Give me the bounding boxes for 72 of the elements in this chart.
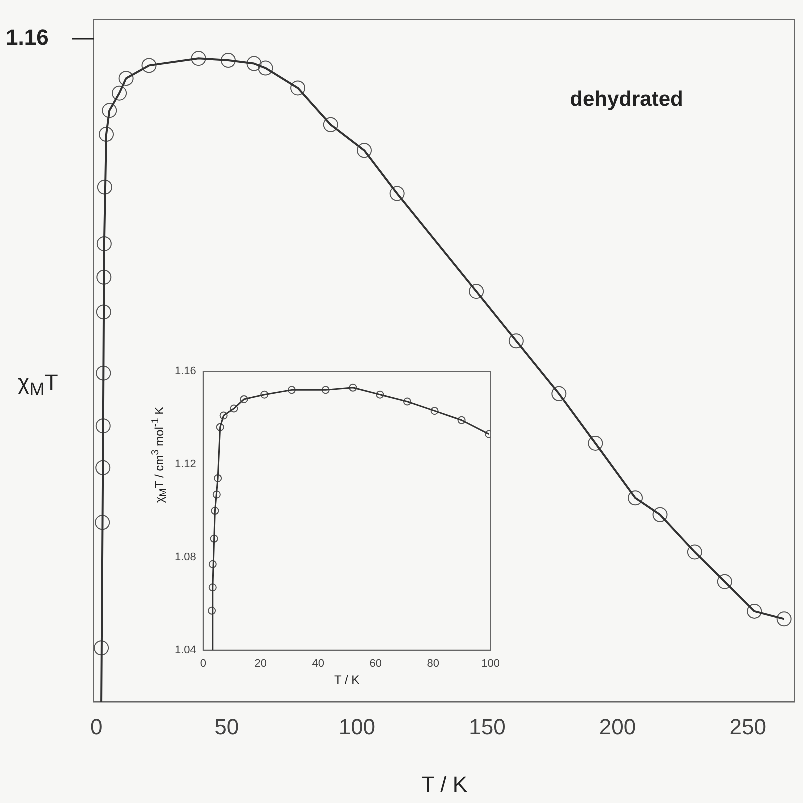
point xyxy=(349,384,358,392)
point xyxy=(214,474,222,482)
point xyxy=(588,436,604,451)
point xyxy=(258,60,274,76)
point xyxy=(357,143,372,158)
point xyxy=(290,80,306,96)
point xyxy=(102,103,118,118)
point xyxy=(95,515,110,530)
x-tick-label: 20 xyxy=(254,658,268,670)
point xyxy=(458,416,466,424)
y-tick-label: 1.08 xyxy=(174,552,196,564)
point xyxy=(96,366,112,381)
x-tick-label: 60 xyxy=(370,658,382,670)
y-axis-title: χ$_{M}$T xyxy=(18,370,58,400)
point xyxy=(96,460,111,476)
point xyxy=(96,418,111,434)
point xyxy=(508,334,524,349)
point xyxy=(322,386,330,394)
point xyxy=(687,544,702,560)
point xyxy=(211,507,220,515)
point xyxy=(220,53,236,68)
x-tick-label: 200 xyxy=(599,714,636,740)
point xyxy=(96,304,112,320)
point xyxy=(230,404,238,413)
point xyxy=(717,574,732,590)
point xyxy=(323,117,338,132)
point xyxy=(246,56,262,72)
annotation: dehydrated xyxy=(570,88,684,111)
text: 1.16 xyxy=(6,25,49,50)
point xyxy=(96,236,112,252)
point xyxy=(210,534,218,543)
point xyxy=(390,186,405,202)
x-tick-label: 100 xyxy=(482,658,500,670)
point xyxy=(469,284,484,300)
point xyxy=(552,386,567,402)
point xyxy=(212,490,221,499)
point xyxy=(112,86,128,101)
point xyxy=(208,584,217,592)
point xyxy=(288,386,296,394)
x-tick-label: 100 xyxy=(338,714,376,740)
point xyxy=(208,606,216,615)
point xyxy=(94,640,110,656)
x-tick-label: 50 xyxy=(214,714,240,740)
y-tick-label: 1.04 xyxy=(174,644,196,656)
x-tick-label: 80 xyxy=(427,658,440,670)
point xyxy=(652,507,668,522)
point xyxy=(99,127,114,142)
point xyxy=(191,51,206,66)
point xyxy=(118,71,134,86)
point xyxy=(260,390,269,399)
point xyxy=(97,180,112,195)
x-axis-title: T / K xyxy=(421,772,468,797)
x-tick-label: 0 xyxy=(200,658,206,670)
point xyxy=(628,490,644,506)
point xyxy=(220,412,228,420)
point xyxy=(96,270,112,285)
x-tick-label: 40 xyxy=(312,658,324,670)
point xyxy=(430,407,439,416)
point xyxy=(240,395,248,404)
x-tick-label: 150 xyxy=(469,714,506,740)
point xyxy=(208,560,217,568)
point xyxy=(747,604,762,619)
point xyxy=(376,390,384,399)
point xyxy=(142,58,157,74)
y-tick-label: 1.12 xyxy=(174,458,196,471)
x-tick-label: 250 xyxy=(730,714,766,740)
point xyxy=(216,423,224,432)
point xyxy=(403,398,412,406)
x-axis-title: T / K xyxy=(334,673,360,688)
y-tick-label: 1.16 xyxy=(174,366,196,378)
point xyxy=(776,612,792,627)
x-tick-label: 0 xyxy=(90,714,103,740)
